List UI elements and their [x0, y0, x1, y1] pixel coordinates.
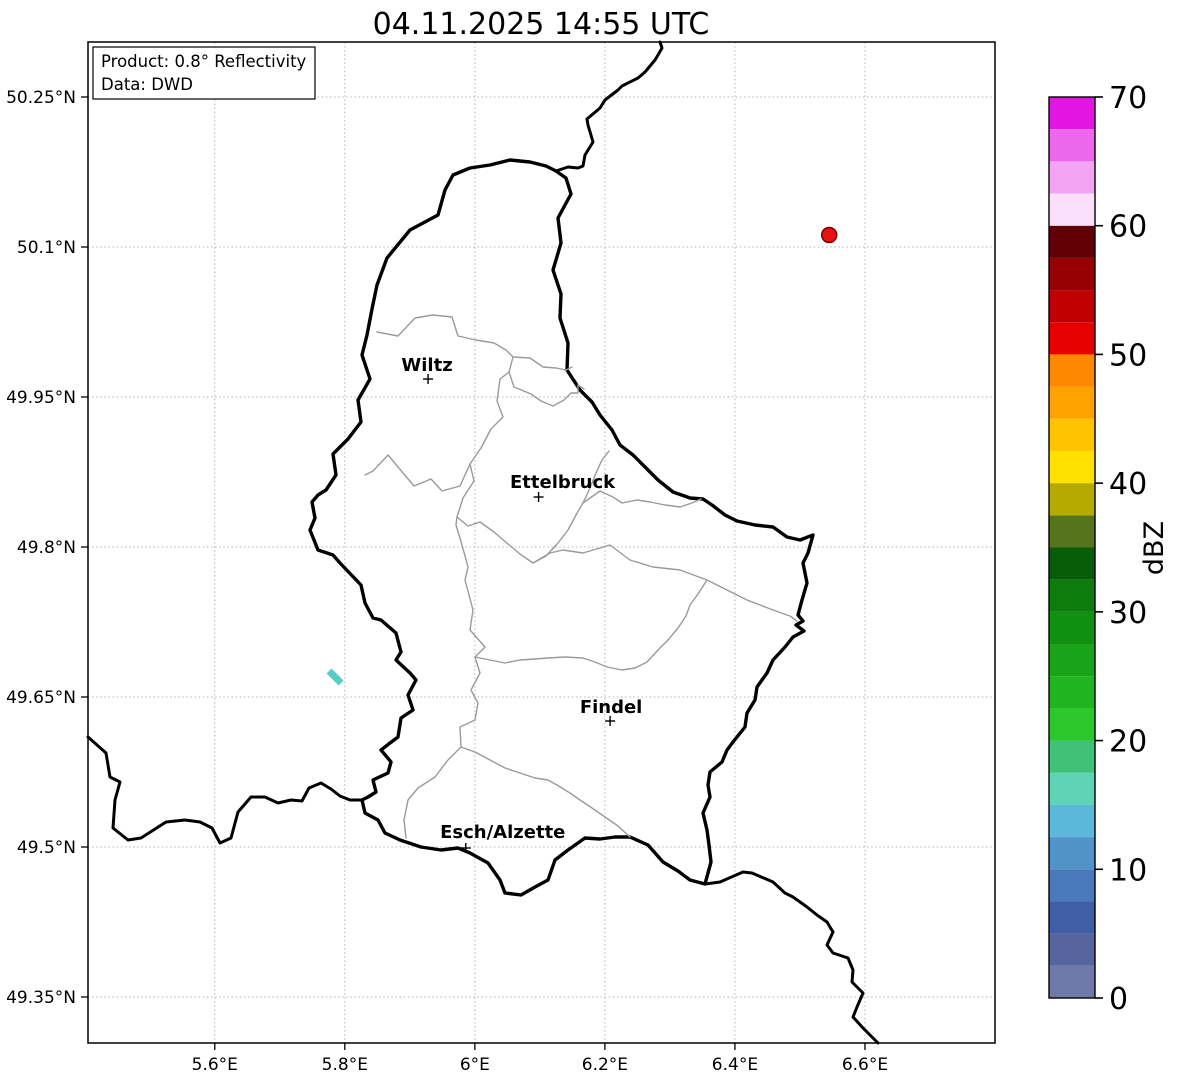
france-belgium-border: [88, 737, 362, 843]
luxembourg-border: [310, 160, 813, 895]
colorbar-tick-label: 70: [1109, 81, 1147, 116]
canton-boundary: [475, 580, 707, 670]
colorbar-band: [1049, 194, 1095, 226]
colorbar-band: [1049, 354, 1095, 386]
canton-boundary: [583, 491, 701, 507]
colorbar-band: [1049, 129, 1095, 161]
colorbar-band: [1049, 676, 1095, 708]
y-axis-ticks: 50.25°N 50.1°N 49.95°N 49.8°N 49.65°N 49.5°N 4…: [6, 88, 88, 1008]
canton-boundaries: [365, 315, 797, 838]
x-tick-label: 6.4°E: [712, 1055, 758, 1075]
city-label: Esch/Alzette: [440, 822, 565, 843]
colorbar-tick-label: 20: [1109, 725, 1147, 760]
colorbar-band: [1049, 290, 1095, 322]
colorbar-band: [1049, 515, 1095, 547]
colorbar-band: [1049, 708, 1095, 740]
colorbar-axis-label: dBZ: [1139, 521, 1170, 575]
colorbar-band: [1049, 773, 1095, 805]
x-tick-label: 5.8°E: [322, 1055, 368, 1075]
colorbar-band: [1049, 548, 1095, 580]
city-label: Ettelbruck: [510, 472, 616, 493]
colorbar-band: [1049, 483, 1095, 515]
figure-title: 04.11.2025 14:55 UTC: [373, 7, 710, 42]
colorbar-band: [1049, 934, 1095, 966]
colorbar-band: [1049, 644, 1095, 676]
y-tick-label: 50.1°N: [17, 238, 76, 258]
radar-echo-dot: [822, 228, 837, 243]
info-data-line: Data: DWD: [101, 75, 193, 94]
france-germany-border: [705, 872, 878, 1043]
colorbar-band: [1049, 419, 1095, 451]
colorbar-band: [1049, 161, 1095, 193]
y-tick-label: 49.95°N: [6, 388, 76, 408]
colorbar-band: [1049, 966, 1095, 998]
y-tick-label: 49.5°N: [17, 838, 76, 858]
colorbar-band: [1049, 805, 1095, 837]
info-product-line: Product: 0.8° Reflectivity: [101, 52, 307, 71]
grid-lines: [88, 42, 995, 1043]
x-tick-label: 6.2°E: [582, 1055, 628, 1075]
canton-boundary: [457, 451, 609, 563]
radar-figure: 04.11.2025 14:55 UTC Wiltz Ettelbruck Find…: [0, 0, 1184, 1081]
colorbar-tick-label: 60: [1109, 210, 1147, 245]
colorbar-band: [1049, 741, 1095, 773]
colorbar-tick-label: 40: [1109, 467, 1147, 502]
product-info-box: Product: 0.8° Reflectivity Data: DWD: [93, 47, 315, 99]
canton-boundary: [457, 372, 509, 517]
national-borders: [88, 42, 878, 1043]
y-tick-label: 50.25°N: [6, 88, 76, 108]
canton-boundary: [365, 455, 470, 491]
radar-echoes: [327, 228, 837, 686]
y-tick-label: 49.65°N: [6, 688, 76, 708]
colorbar-tick-label: 30: [1109, 596, 1147, 631]
canton-boundary: [404, 517, 485, 838]
colorbar-tick-label: 50: [1109, 338, 1147, 373]
colorbar-band: [1049, 226, 1095, 258]
plot-frame: [88, 42, 995, 1043]
colorbar-band: [1049, 97, 1095, 129]
x-axis-ticks: 5.6°E 5.8°E 6°E 6.2°E 6.4°E 6.6°E: [192, 1043, 888, 1075]
colorbar-band: [1049, 580, 1095, 612]
radar-echo-streak: [327, 669, 344, 686]
colorbar-band: [1049, 387, 1095, 419]
colorbar-tick-label: 10: [1109, 853, 1147, 888]
colorbar-band: [1049, 612, 1095, 644]
x-tick-label: 5.6°E: [192, 1055, 238, 1075]
colorbar-band: [1049, 869, 1095, 901]
y-tick-label: 49.35°N: [6, 988, 76, 1008]
city-label: Wiltz: [401, 355, 452, 376]
city-label: Findel: [580, 697, 643, 718]
colorbar-band: [1049, 837, 1095, 869]
colorbar-tick-label: 0: [1109, 982, 1128, 1017]
colorbar-band: [1049, 451, 1095, 483]
colorbar: 0 10 20 30 40 50 60 70: [1049, 81, 1147, 1017]
colorbar-band: [1049, 258, 1095, 290]
canton-boundary: [533, 545, 797, 621]
colorbar-band: [1049, 322, 1095, 354]
x-tick-label: 6.6°E: [842, 1055, 888, 1075]
radar-map-canvas: 04.11.2025 14:55 UTC Wiltz Ettelbruck Find…: [0, 0, 1184, 1081]
belgium-germany-border: [556, 42, 662, 171]
colorbar-band: [1049, 901, 1095, 933]
city-markers: Wiltz Ettelbruck Findel Esch/Alzette: [401, 355, 642, 853]
x-tick-label: 6°E: [460, 1055, 490, 1075]
y-tick-label: 49.8°N: [17, 538, 76, 558]
